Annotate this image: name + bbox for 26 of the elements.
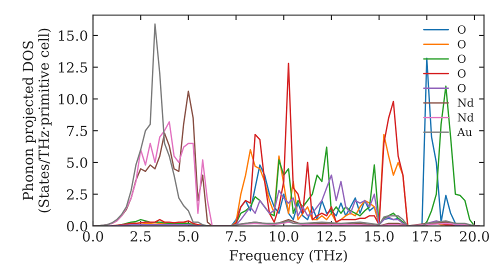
y-tick-label: 2.5 xyxy=(66,189,88,200)
legend-label: Nd xyxy=(458,112,474,122)
y-tick-label: 15.0 xyxy=(58,30,88,41)
legend-label: O xyxy=(458,69,466,78)
legend-label: Nd xyxy=(458,98,474,107)
x-tick-label: 15.0 xyxy=(365,231,394,242)
x-tick-label: 12.5 xyxy=(318,231,346,242)
y-axis-title: Phonon projected DOS (States/THz·primitive cell) xyxy=(22,28,52,212)
legend-label: O xyxy=(458,25,466,34)
legend-label: O xyxy=(458,54,466,64)
x-tick-label: 17.5 xyxy=(413,231,442,242)
x-tick-label: 5.0 xyxy=(178,231,198,242)
legend-label: O xyxy=(458,84,466,92)
y-tick-label: 0.0 xyxy=(66,220,88,232)
x-tick-label: 20.0 xyxy=(460,231,490,242)
legend-label: Au xyxy=(457,128,472,136)
x-tick-label: 10.0 xyxy=(270,231,298,242)
y-tick-label: 5.0 xyxy=(67,157,88,168)
y-tick-label: 12.5 xyxy=(58,62,88,73)
x-tick-label: 0.0 xyxy=(82,231,104,242)
x-tick-label: 7.5 xyxy=(226,231,246,242)
x-axis-title: Frequency (THz) xyxy=(230,250,347,264)
y-tick-label: 10.0 xyxy=(58,94,88,104)
y-tick-label: 7.5 xyxy=(67,126,88,136)
x-tick-label: 2.5 xyxy=(130,231,151,242)
legend-label: O xyxy=(458,40,466,48)
